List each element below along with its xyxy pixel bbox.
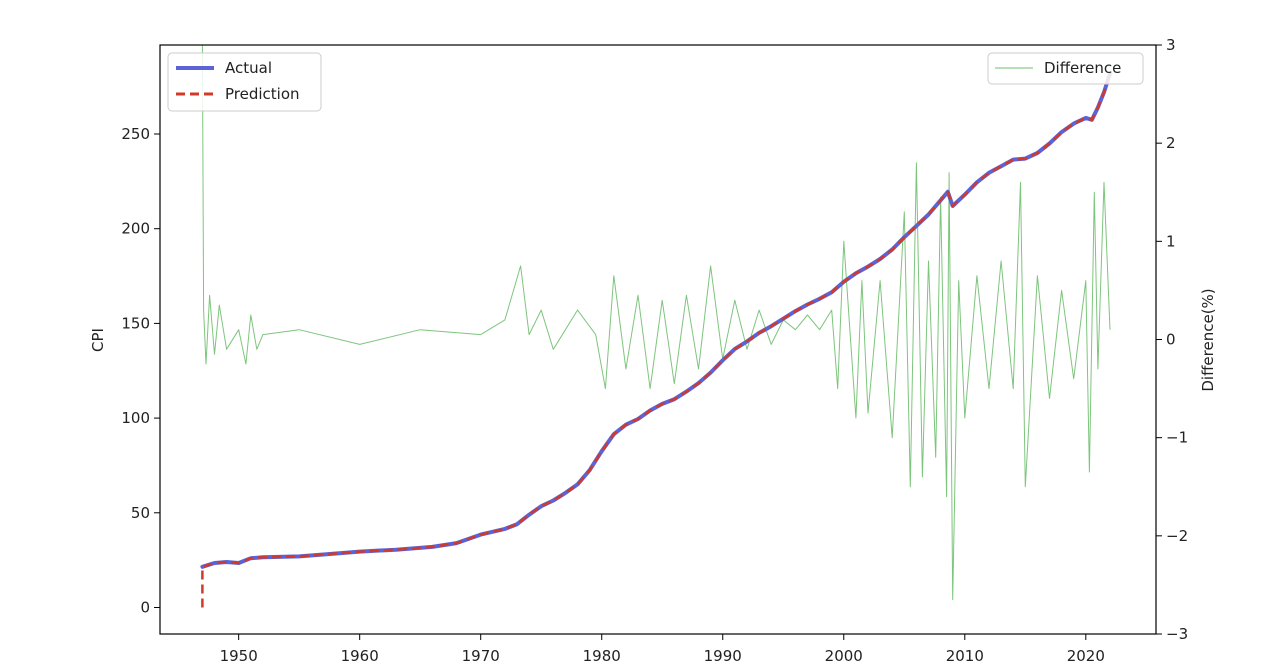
- difference-series-line: [201, 44, 1111, 601]
- legend-prediction-label: Prediction: [225, 85, 300, 103]
- y-axis-label-right: Difference(%): [1199, 288, 1217, 391]
- y-left-tick-label: 100: [121, 409, 150, 427]
- y-left-tick-label: 200: [121, 220, 150, 238]
- x-tick-label: 1990: [704, 647, 742, 665]
- legend-right: Difference: [987, 52, 1144, 85]
- y-axis-label-left: CPI: [89, 328, 107, 352]
- x-tick-label: 1970: [462, 647, 500, 665]
- legend-actual-label: Actual: [225, 59, 272, 77]
- y-right-tick-label: −3: [1166, 625, 1188, 643]
- x-tick-label: 2000: [825, 647, 863, 665]
- legend-difference-label: Difference: [1044, 59, 1121, 77]
- y-right-tick-label: 1: [1166, 232, 1176, 250]
- legend-right-box: [987, 52, 1144, 85]
- y-left-tick-label: 0: [140, 598, 150, 616]
- y-right-tick-label: 2: [1166, 134, 1176, 152]
- x-tick-label: 1960: [341, 647, 379, 665]
- y-left-tick-label: 150: [121, 314, 150, 332]
- legend-left: Actual Prediction: [167, 52, 322, 112]
- prediction-series-line: [201, 73, 1112, 608]
- x-tick-label: 2020: [1067, 647, 1105, 665]
- x-tick-label: 1950: [220, 647, 258, 665]
- y-right-tick-label: −2: [1166, 527, 1188, 545]
- y-right-tick-label: −1: [1166, 429, 1188, 447]
- x-tick-label: 1980: [583, 647, 621, 665]
- y-right-tick-label: 0: [1166, 331, 1176, 349]
- y-left-tick-label: 50: [131, 504, 150, 522]
- y-left-tick-label: 250: [121, 125, 150, 143]
- y-right-tick-label: 3: [1166, 36, 1176, 54]
- x-tick-label: 2010: [946, 647, 984, 665]
